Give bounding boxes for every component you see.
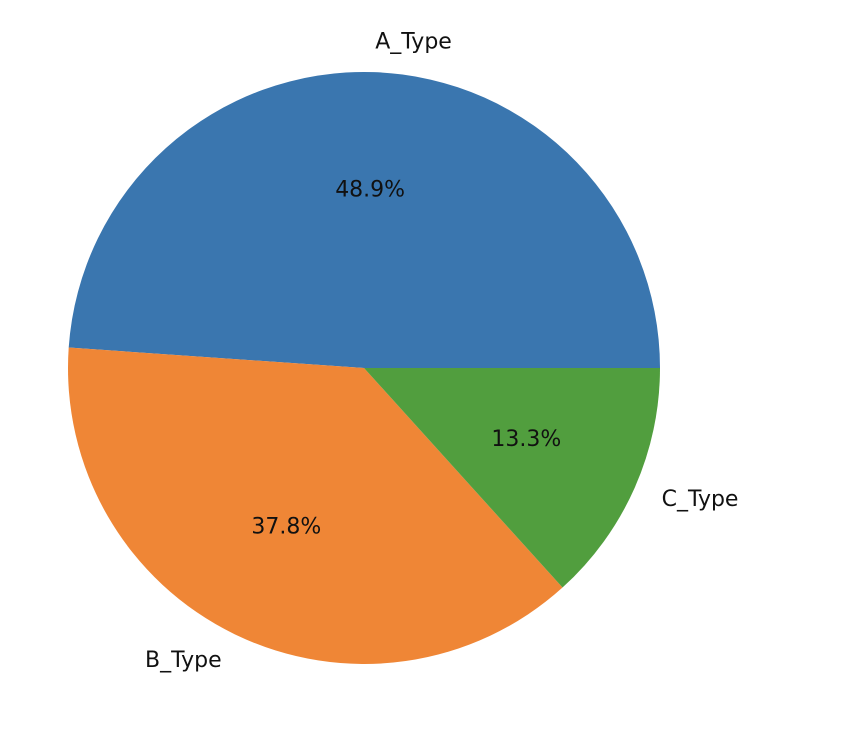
value-label: 48.9% xyxy=(335,178,405,203)
category-label: B_Type xyxy=(145,648,222,673)
category-label: C_Type xyxy=(662,487,739,512)
category-label: A_Type xyxy=(375,30,452,55)
pie-wedge xyxy=(67,347,563,664)
value-label: 13.3% xyxy=(491,427,561,452)
pie-wedge xyxy=(68,71,661,368)
value-label: 37.8% xyxy=(251,515,321,540)
pie-wedge xyxy=(364,368,660,588)
